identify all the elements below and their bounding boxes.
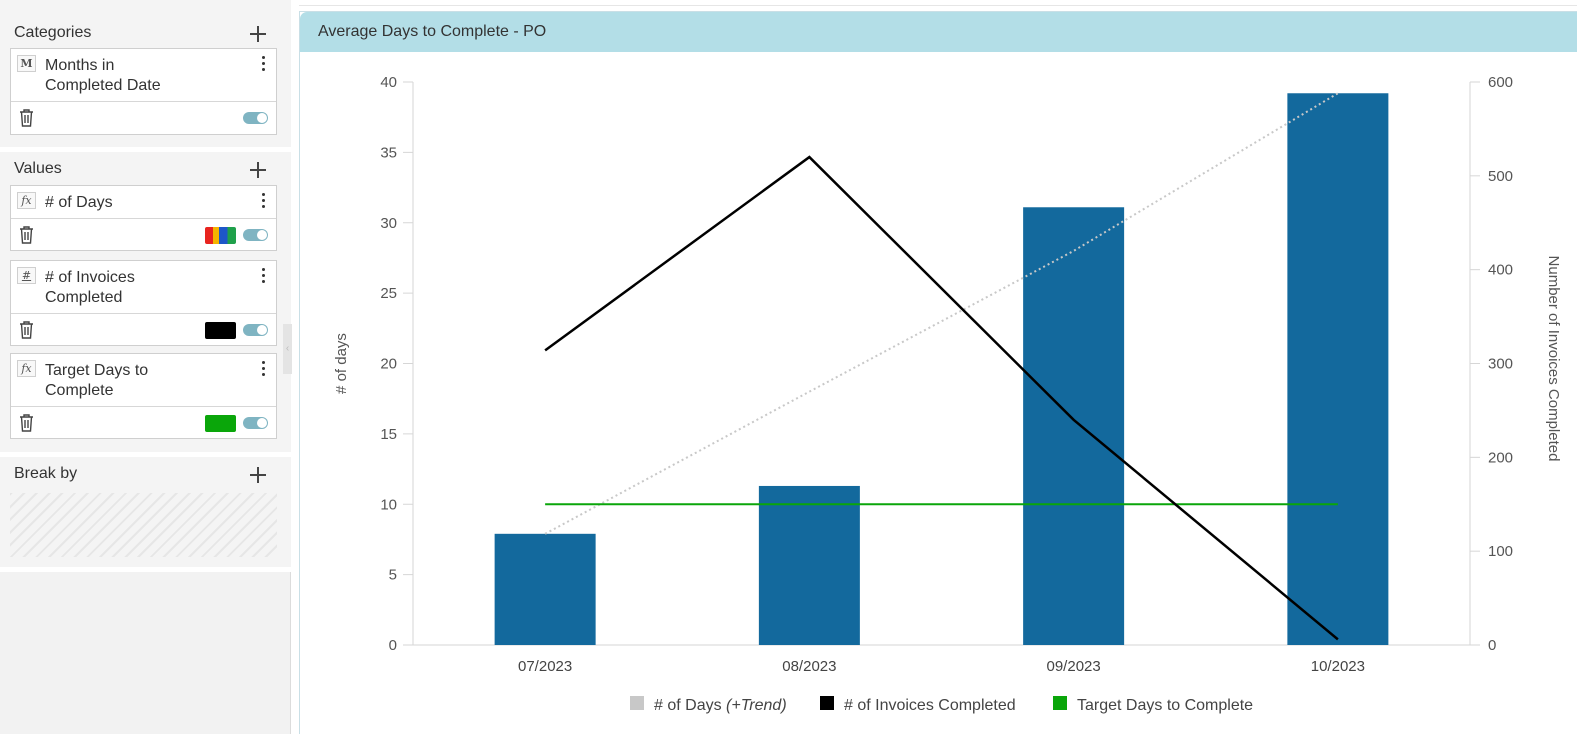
more-options-icon[interactable] <box>260 56 266 74</box>
color-swatch[interactable] <box>205 227 236 244</box>
chart-widget: Average Days to Complete - PO <box>299 11 1577 734</box>
toggle-switch[interactable] <box>243 417 268 429</box>
add-break-by-button[interactable] <box>249 466 267 484</box>
value-label: # of Invoices Completed <box>45 269 135 306</box>
color-swatch[interactable] <box>205 415 236 432</box>
more-options-icon[interactable] <box>260 361 266 379</box>
category-label: Months in Completed Date <box>45 57 161 94</box>
number-type-icon: # <box>17 267 36 284</box>
fields-panel: Categories M Months in Completed Date Va… <box>0 0 291 734</box>
values-header: Values <box>14 160 62 177</box>
value-label: # of Days <box>45 194 113 211</box>
value-item-days[interactable]: fx # of Days <box>10 185 277 251</box>
toolbar-divider <box>299 5 1577 6</box>
trash-icon[interactable] <box>19 226 34 244</box>
toggle-switch[interactable] <box>243 229 268 241</box>
widget-title: Average Days to Complete - PO <box>318 23 547 40</box>
break-by-header: Break by <box>14 465 78 482</box>
collapse-panel-handle[interactable]: ‹ <box>283 324 292 374</box>
value-item-target[interactable]: fx Target Days to Complete <box>10 353 277 439</box>
color-swatch[interactable] <box>205 322 236 339</box>
value-item-invoices[interactable]: # # of Invoices Completed <box>10 260 277 346</box>
category-item-months[interactable]: M Months in Completed Date <box>10 48 277 135</box>
section-divider <box>0 147 291 152</box>
values-section: Values fx # of Days # # of Invoices Comp… <box>0 152 291 452</box>
formula-type-icon: fx <box>17 192 36 209</box>
value-label: Target Days to Complete <box>45 362 149 399</box>
add-category-button[interactable] <box>249 25 267 43</box>
toggle-switch[interactable] <box>243 112 268 124</box>
trash-icon[interactable] <box>19 321 34 339</box>
more-options-icon[interactable] <box>260 193 266 211</box>
break-by-section: Break by <box>0 457 291 567</box>
trash-icon[interactable] <box>19 414 34 432</box>
formula-type-icon: fx <box>17 360 36 377</box>
month-type-icon: M <box>17 55 36 72</box>
section-divider <box>0 567 291 572</box>
widget-header: Average Days to Complete - PO <box>300 12 1577 52</box>
section-divider <box>0 452 291 457</box>
categories-section: Categories M Months in Completed Date <box>0 0 291 147</box>
trash-icon[interactable] <box>19 109 34 127</box>
add-value-button[interactable] <box>249 161 267 179</box>
more-options-icon[interactable] <box>260 268 266 286</box>
toggle-switch[interactable] <box>243 324 268 336</box>
break-by-dropzone[interactable] <box>10 493 277 557</box>
categories-header: Categories <box>14 24 92 41</box>
